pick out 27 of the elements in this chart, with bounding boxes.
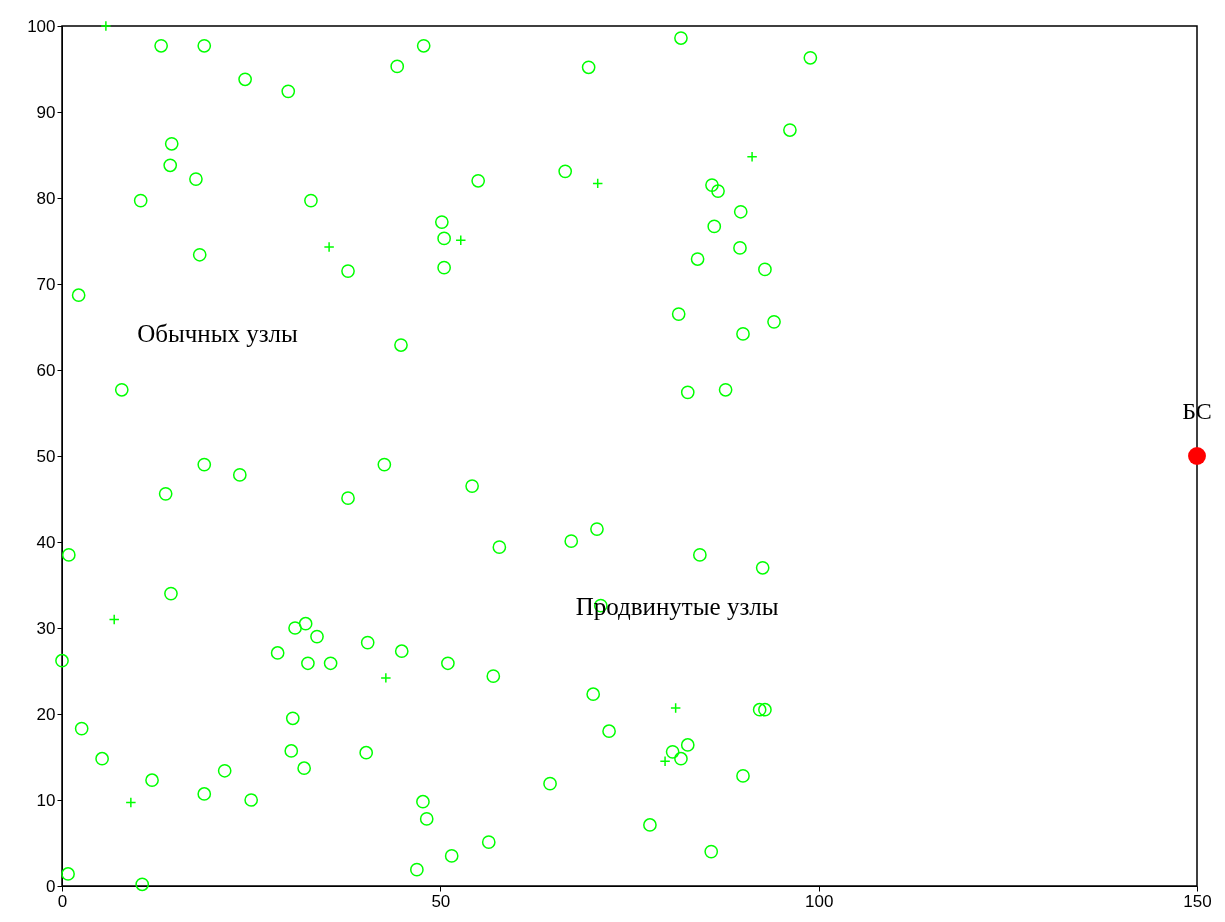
point	[125, 797, 137, 809]
point	[380, 672, 392, 684]
point	[323, 241, 335, 253]
x-tick-label: 50	[431, 891, 451, 911]
annotation: Обычных узлы	[137, 319, 299, 347]
annotation: Продвинутые узлы	[575, 593, 779, 621]
y-tick-label: 70	[36, 274, 56, 294]
point	[746, 151, 758, 163]
x-tick-label: 100	[804, 891, 834, 911]
y-tick-label: 40	[36, 532, 56, 552]
point	[1188, 447, 1206, 465]
y-tick-label: 80	[36, 188, 56, 208]
point	[670, 702, 682, 714]
y-tick-label: 60	[36, 360, 56, 380]
point	[108, 613, 120, 625]
y-tick-label: 10	[36, 790, 56, 810]
y-tick-label: 90	[36, 102, 56, 122]
point	[659, 755, 671, 767]
y-tick-label: 100	[27, 16, 56, 36]
y-tick-label: 20	[36, 704, 56, 724]
y-tick-label: 50	[36, 446, 56, 466]
x-tick-label: 150	[1183, 891, 1212, 911]
point	[100, 20, 112, 32]
y-tick-label: 30	[36, 618, 56, 638]
point	[592, 177, 604, 189]
y-tick-label: 0	[46, 876, 56, 896]
point	[455, 234, 467, 246]
